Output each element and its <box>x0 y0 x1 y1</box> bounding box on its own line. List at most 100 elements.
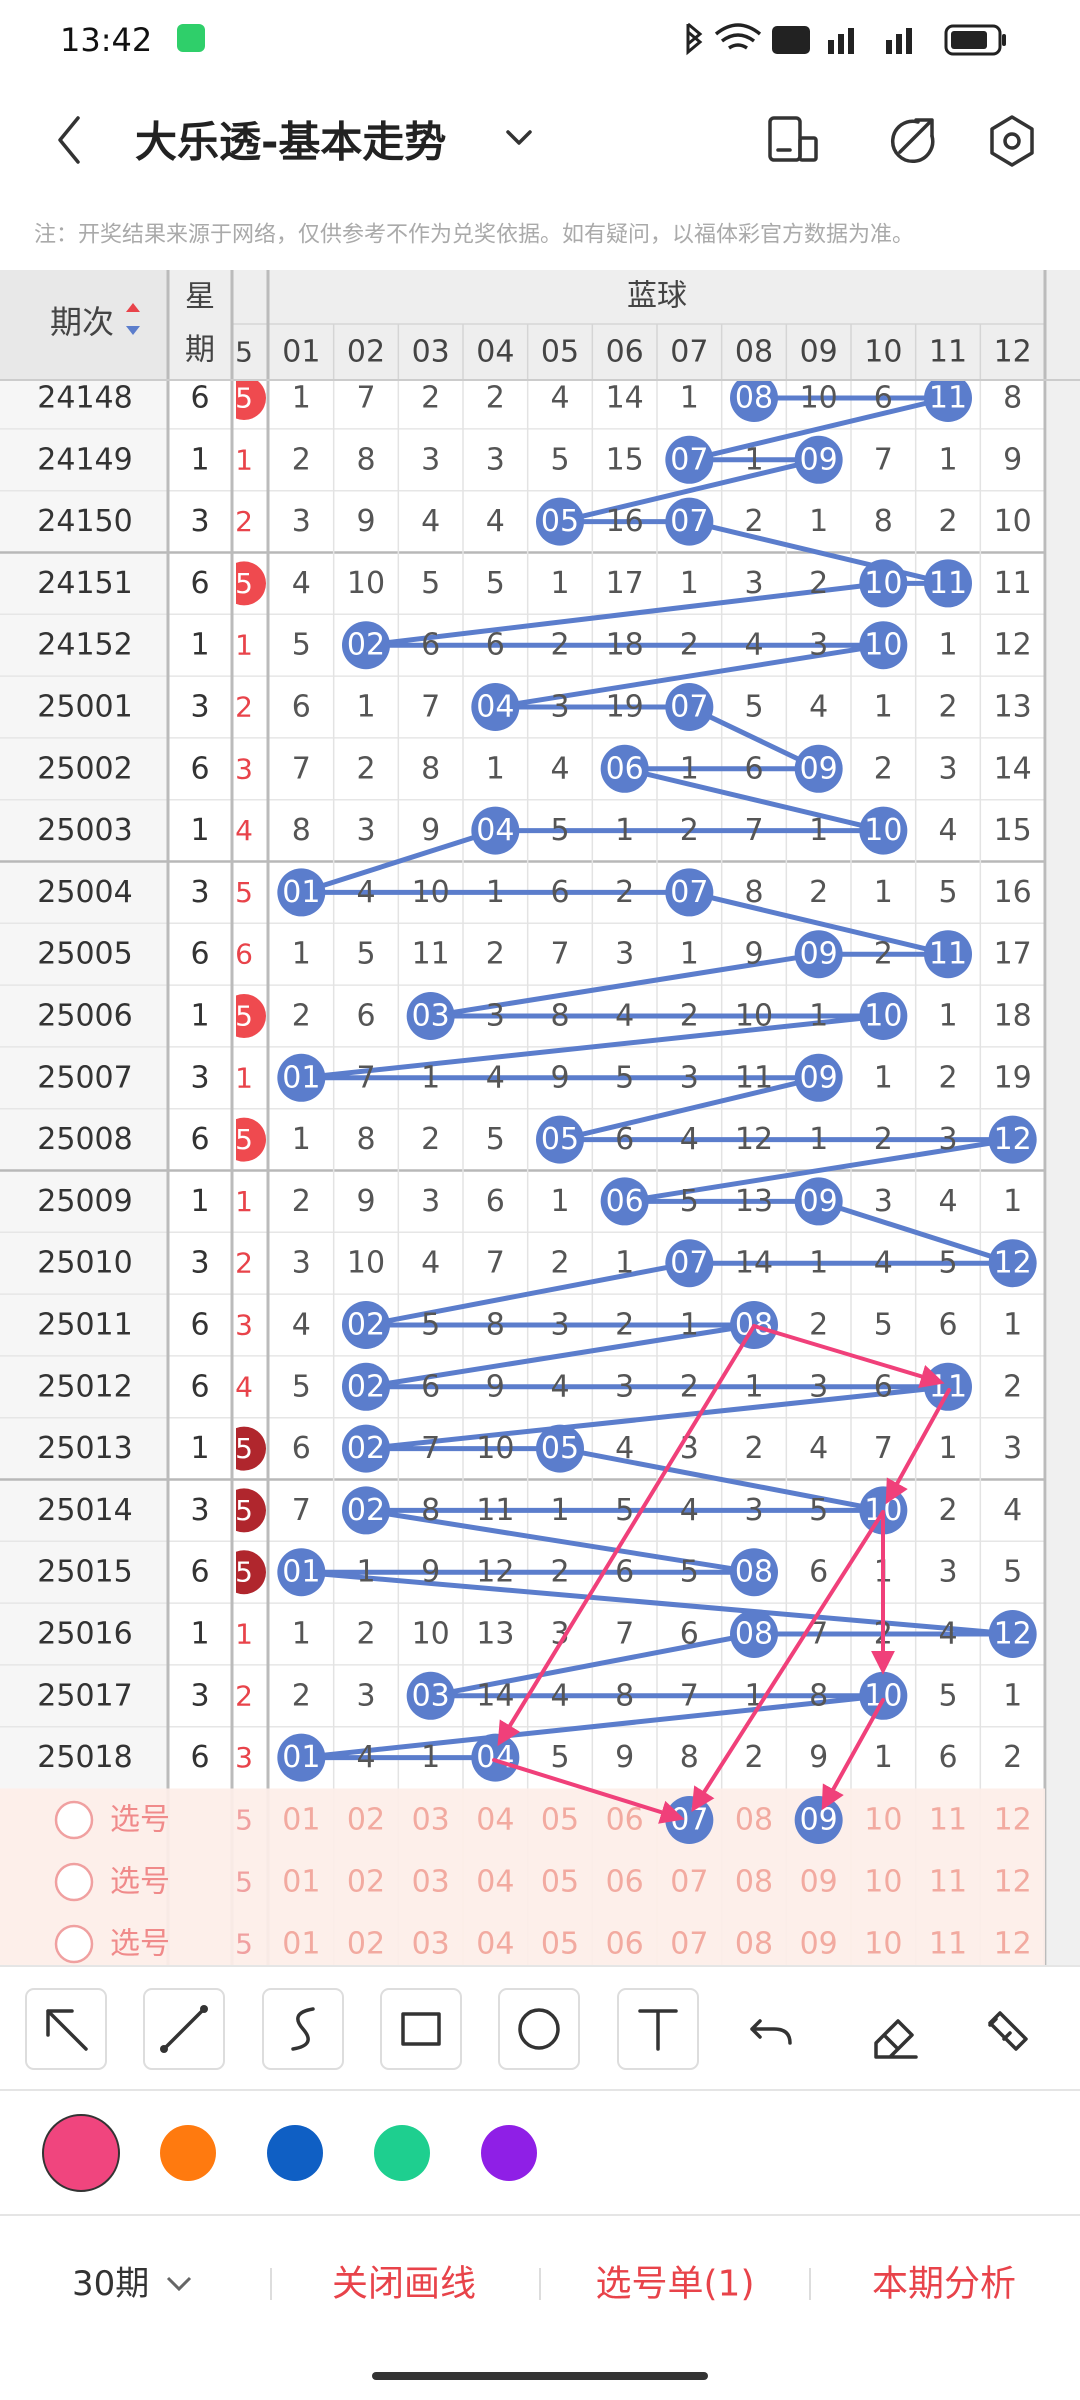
pick-number[interactable]: 01 <box>282 1865 320 1900</box>
pick-number[interactable]: 03 <box>412 1803 450 1838</box>
pick-number[interactable]: 06 <box>606 1803 644 1838</box>
ball <box>342 1301 390 1349</box>
pick-radio[interactable] <box>54 1862 94 1902</box>
pick-number[interactable]: 02 <box>347 1803 385 1838</box>
period-header[interactable]: 期次 <box>50 303 114 341</box>
ball <box>924 374 972 422</box>
miss-count: 2 <box>292 999 311 1034</box>
pick-number[interactable]: 11 <box>929 1803 967 1838</box>
tool-clear[interactable] <box>988 2011 1028 2051</box>
tool-arrow[interactable] <box>25 1988 107 2070</box>
front-number: 3 <box>235 1741 253 1774</box>
miss-count: 2 <box>680 1369 699 1404</box>
pick-number[interactable]: 07 <box>670 1803 708 1838</box>
miss-count: 5 <box>744 690 763 725</box>
pick-number[interactable]: 08 <box>735 1927 773 1962</box>
miss-count: 3 <box>615 937 634 972</box>
pick-number[interactable]: 04 <box>476 1865 514 1900</box>
pick-number[interactable]: 09 <box>800 1865 838 1900</box>
pick-number[interactable]: 03 <box>412 1865 450 1900</box>
footer-button[interactable]: 选号单(1) <box>596 2264 755 2305</box>
pick-number[interactable]: 01 <box>282 1803 320 1838</box>
pick-radio[interactable] <box>54 1800 94 1840</box>
footer-button[interactable]: 关闭画线 <box>332 2264 476 2305</box>
period: 25006 <box>37 999 132 1034</box>
pick-number[interactable]: 02 <box>347 1927 385 1962</box>
column-header: 11 <box>929 335 967 370</box>
weekday: 6 <box>190 937 209 972</box>
front-number: 3 <box>235 752 253 785</box>
tool-line[interactable] <box>143 1988 225 2070</box>
pick-number[interactable]: 12 <box>994 1927 1032 1962</box>
pick-number[interactable]: 12 <box>994 1803 1032 1838</box>
pen-color[interactable] <box>481 2125 537 2181</box>
pick-number[interactable]: 04 <box>476 1927 514 1962</box>
pick-number[interactable]: 05 <box>541 1865 579 1900</box>
miss-count: 6 <box>874 381 893 416</box>
footer-button[interactable]: 本期分析 <box>872 2264 1016 2305</box>
miss-count: 16 <box>606 504 644 539</box>
pen-color[interactable] <box>160 2125 216 2181</box>
pen-color[interactable] <box>42 2114 120 2192</box>
pick-number[interactable]: 04 <box>476 1803 514 1838</box>
ball <box>665 868 714 917</box>
pick-number[interactable]: 09 <box>800 1927 838 1962</box>
ball-number: 06 <box>606 751 644 786</box>
pick-radio[interactable] <box>54 1924 94 1964</box>
pen-color[interactable] <box>374 2125 430 2181</box>
tool-undo[interactable] <box>750 2019 792 2045</box>
period: 25005 <box>37 937 132 972</box>
miss-count: 5 <box>550 813 569 848</box>
pen-color[interactable] <box>267 2125 323 2181</box>
pick-number[interactable]: 10 <box>864 1927 902 1962</box>
miss-count: 6 <box>550 875 569 910</box>
ball <box>859 621 908 670</box>
tool-rect[interactable] <box>380 1988 462 2070</box>
pick-number[interactable]: 09 <box>800 1803 838 1838</box>
pick-number[interactable]: 12 <box>994 1865 1032 1900</box>
pick-number[interactable]: 11 <box>929 1927 967 1962</box>
settings-button[interactable] <box>990 115 1034 167</box>
pick-number[interactable]: 02 <box>347 1865 385 1900</box>
pick-number[interactable]: 05 <box>541 1927 579 1962</box>
ball-number: 01 <box>282 875 320 910</box>
miss-count: 2 <box>809 875 828 910</box>
pick-number[interactable]: 06 <box>606 1927 644 1962</box>
miss-count: 7 <box>615 1617 634 1652</box>
weekday: 3 <box>190 875 209 910</box>
miss-count: 1 <box>744 1369 763 1404</box>
miss-count: 1 <box>938 442 957 477</box>
miss-count: 9 <box>421 813 440 848</box>
layout-button[interactable] <box>768 116 818 162</box>
pick-number[interactable]: 03 <box>412 1927 450 1962</box>
miss-count: 7 <box>421 1431 440 1466</box>
pick-number[interactable]: 06 <box>606 1865 644 1900</box>
pick-number[interactable]: 07 <box>670 1865 708 1900</box>
miss-count: 4 <box>938 1617 957 1652</box>
miss-count: 1 <box>292 381 311 416</box>
front-cell: 5 <box>236 1866 253 1899</box>
pick-number[interactable]: 01 <box>282 1927 320 1962</box>
pick-number[interactable]: 05 <box>541 1803 579 1838</box>
miss-count: 10 <box>412 1617 450 1652</box>
pick-number[interactable]: 10 <box>864 1865 902 1900</box>
pick-number[interactable]: 08 <box>735 1803 773 1838</box>
tool-curve[interactable] <box>262 1988 344 2070</box>
ball <box>406 992 455 1040</box>
back-button[interactable] <box>58 116 80 164</box>
period-select[interactable]: 30期 <box>72 2264 192 2304</box>
miss-count: 5 <box>486 1122 505 1157</box>
period: 25003 <box>37 813 132 848</box>
pick-number[interactable]: 08 <box>735 1865 773 1900</box>
share-button[interactable] <box>890 118 935 164</box>
pick-number[interactable]: 10 <box>864 1803 902 1838</box>
tool-circle[interactable] <box>498 1988 580 2070</box>
tool-text[interactable] <box>617 1988 699 2070</box>
pick-number[interactable]: 07 <box>670 1927 708 1962</box>
pick-number[interactable]: 11 <box>929 1865 967 1900</box>
miss-count: 13 <box>735 1184 773 1219</box>
ball <box>665 1239 714 1288</box>
miss-count: 3 <box>292 1246 311 1281</box>
title-dropdown[interactable] <box>506 130 532 145</box>
tool-eraser[interactable] <box>874 2019 918 2059</box>
